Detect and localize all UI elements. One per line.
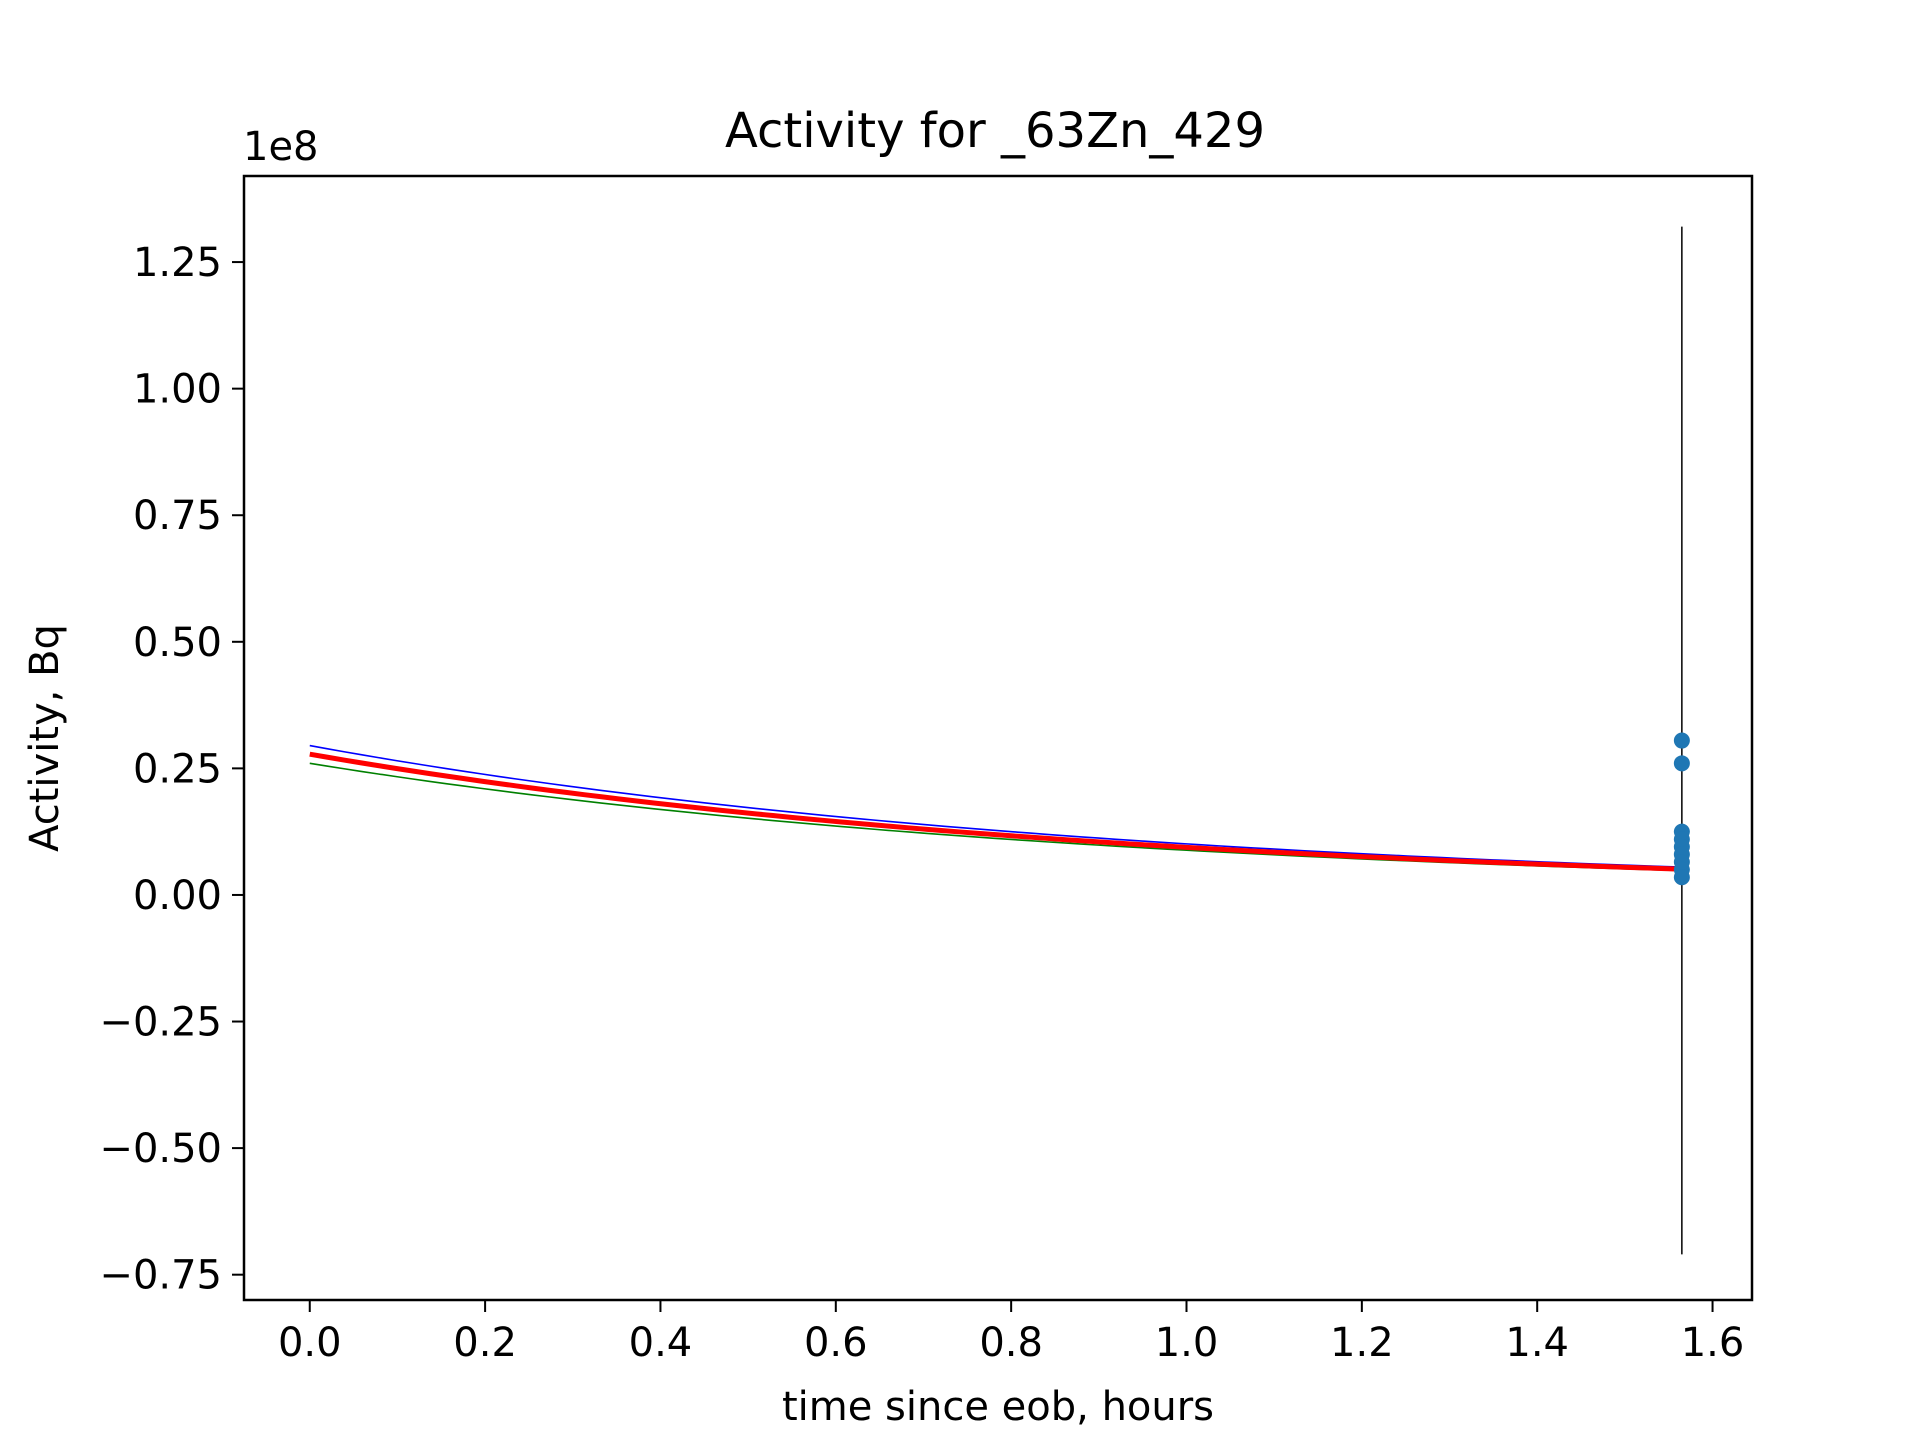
x-tick-label: 0.8 (979, 1320, 1043, 1366)
fit-curve (309, 751, 1682, 872)
data-point (1673, 732, 1690, 749)
x-axis-label: time since eob, hours (782, 1384, 1214, 1430)
y-axis: −0.75 −0.50 −0.25 0.00 0.25 0.50 0.75 1.00 1.25 (99, 240, 244, 1299)
x-tick-label: 1.2 (1330, 1320, 1394, 1366)
y-tick-label: −0.25 (99, 1000, 222, 1046)
data-point (1673, 755, 1690, 772)
y-tick-label: −0.50 (99, 1126, 222, 1172)
y-scale-label: 1e8 (243, 124, 319, 170)
y-tick-label: 1.25 (133, 240, 222, 286)
y-tick-label: 1.00 (133, 367, 222, 413)
x-tick-label: 1.4 (1505, 1320, 1569, 1366)
fit-curve (309, 744, 1682, 868)
y-tick-label: 0.75 (133, 493, 222, 539)
y-tick-label: −0.75 (99, 1253, 222, 1299)
y-tick-label: 0.50 (133, 620, 222, 666)
plot-area (309, 226, 1690, 1255)
x-tick-label: 0.4 (629, 1320, 693, 1366)
x-tick-label: 1.6 (1681, 1320, 1745, 1366)
chart-title: Activity for _63Zn_429 (725, 103, 1265, 159)
x-tick-label: 0.2 (453, 1320, 517, 1366)
y-tick-label: 0.25 (133, 746, 222, 792)
axes-frame (242, 174, 1754, 1302)
data-point (1673, 869, 1690, 886)
x-tick-label: 1.0 (1155, 1320, 1219, 1366)
x-tick-label: 0.6 (804, 1320, 868, 1366)
y-axis-label: Activity, Bq (22, 624, 68, 852)
x-axis: 0.0 0.2 0.4 0.6 0.8 1.0 1.2 1.4 1.6 (278, 1300, 1744, 1366)
y-tick-label: 0.00 (133, 873, 222, 919)
x-tick-label: 0.0 (278, 1320, 342, 1366)
